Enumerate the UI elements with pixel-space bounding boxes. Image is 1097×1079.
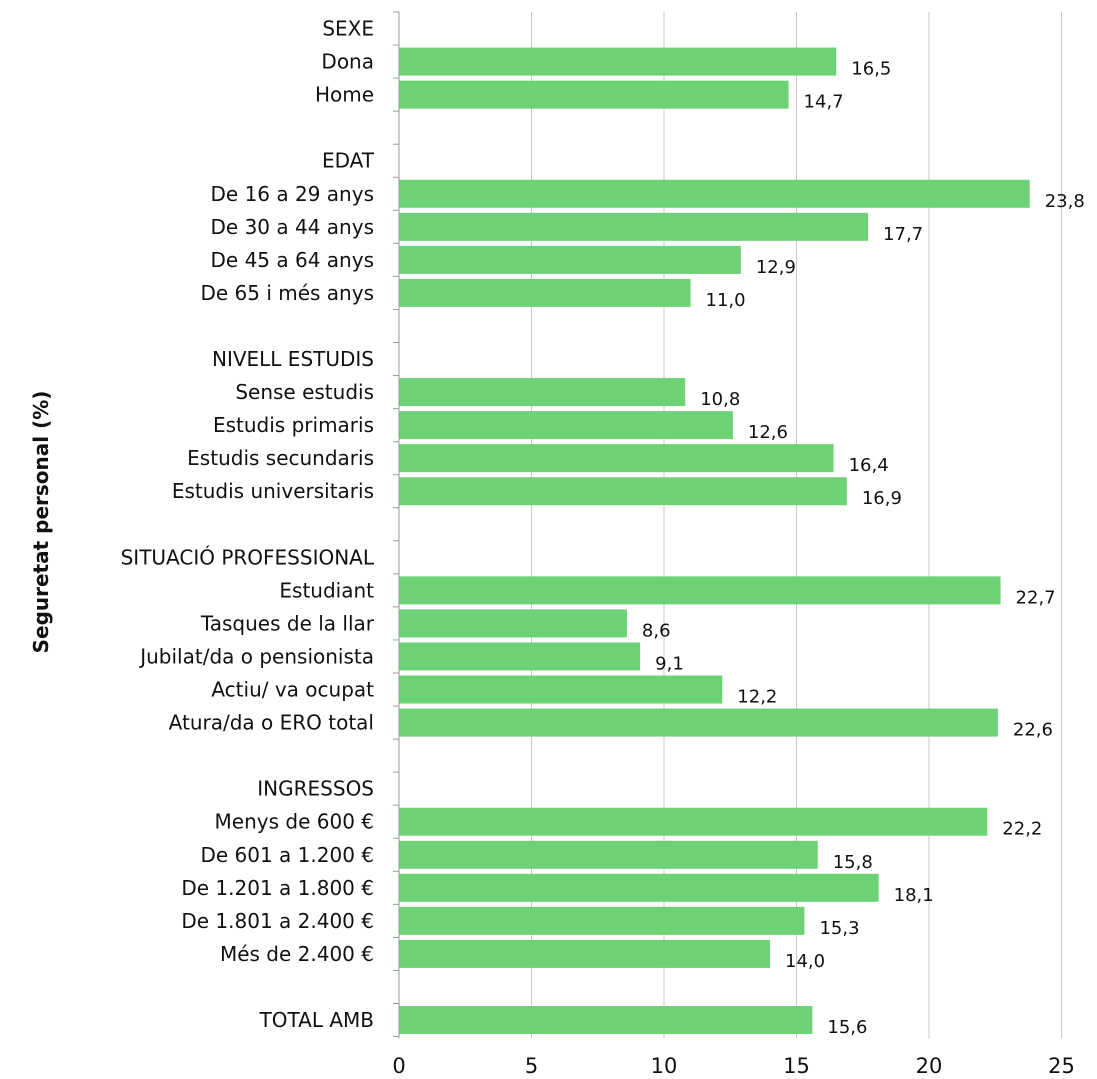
category-label: Estudis secundaris [187,446,374,470]
bar [399,675,723,704]
bar [399,444,834,473]
category-label: Jubilat/da o pensionista [138,644,374,668]
value-label: 10,8 [700,389,740,410]
bar [399,939,770,968]
bar [399,906,805,935]
group-header-label: SEXE [322,17,374,41]
value-label: 22,6 [1013,720,1053,741]
value-label: 23,8 [1045,191,1085,212]
category-label: Atura/da o ERO total [169,711,374,735]
value-label: 17,7 [883,224,923,245]
category-label: Sense estudis [235,380,374,404]
bar [399,278,691,307]
bar [399,245,741,274]
value-label: 11,0 [706,290,746,311]
category-label: Estudis universitaris [172,479,374,503]
bar [399,212,869,241]
bar [399,642,641,671]
category-label: Estudis primaris [213,413,374,437]
x-tick-labels: 0 5 10 15 20 25 [392,1054,1075,1078]
value-label: 16,9 [862,488,902,509]
value-label: 15,8 [833,852,873,873]
category-label: Menys de 600 € [215,810,374,834]
category-label: De 30 a 44 anys [211,215,374,239]
bar [399,708,998,737]
category-label: De 16 a 29 anys [211,182,374,206]
value-label: 14,7 [804,92,844,113]
category-label: Actiu/ va ocupat [211,678,374,702]
category-axis [393,11,400,1039]
group-header-label: EDAT [322,149,375,173]
category-label: De 1.201 a 1.800 € [181,876,374,900]
value-label: 16,4 [849,455,889,476]
x-tick-label: 0 [392,1054,405,1078]
group-header-label: INGRESSOS [257,777,374,801]
bar [399,873,879,902]
value-label: 15,3 [819,918,859,939]
value-label: 16,5 [851,59,891,80]
value-label: 12,6 [748,422,788,443]
bar [399,80,789,109]
value-label: 15,6 [827,1017,867,1038]
category-label: TOTAL AMB [259,1008,374,1032]
group-header-label: SITUACIÓ PROFESSIONAL [121,545,375,569]
group-header-label: NIVELL ESTUDIS [212,347,374,371]
x-tick-label: 25 [1048,1054,1075,1078]
category-label: De 45 a 64 anys [211,248,374,272]
value-label: 9,1 [655,653,684,674]
x-tick-label: 5 [525,1054,538,1078]
value-label: 22,2 [1002,819,1042,840]
bar [399,477,847,506]
bar [399,840,818,869]
category-label: Dona [321,50,374,74]
bar [399,807,988,836]
value-label: 22,7 [1016,587,1056,608]
category-label: De 65 i més anys [200,281,374,305]
category-label: Tasques de la llar [200,611,375,635]
bar [399,576,1001,605]
bar [399,47,837,76]
value-label: 18,1 [894,885,934,906]
category-label: De 601 a 1.200 € [200,843,374,867]
category-label: Estudiant [279,578,374,602]
category-label: Home [315,83,374,107]
bar [399,179,1030,208]
bar [399,411,733,440]
bars [399,47,1030,1035]
category-labels: SEXE Dona Home EDAT De 16 a 29 anys De 30 a 4… [121,17,375,1033]
bar [399,378,686,407]
value-label: 12,2 [737,687,777,708]
x-tick-label: 20 [916,1054,943,1078]
value-labels: 16,5 14,7 23,8 17,7 12,9 11,0 10,8 12,6 16,4 16,9… [642,59,1085,1038]
y-axis-title: Seguretat personal (%) [29,391,53,654]
bar [399,1006,813,1035]
x-tick-label: 10 [651,1054,678,1078]
category-label: De 1.801 a 2.400 € [181,909,374,933]
bar [399,609,627,638]
x-tick-label: 15 [783,1054,810,1078]
value-label: 8,6 [642,620,671,641]
value-label: 14,0 [785,951,825,972]
category-label: Més de 2.400 € [220,942,374,966]
value-label: 12,9 [756,257,796,278]
